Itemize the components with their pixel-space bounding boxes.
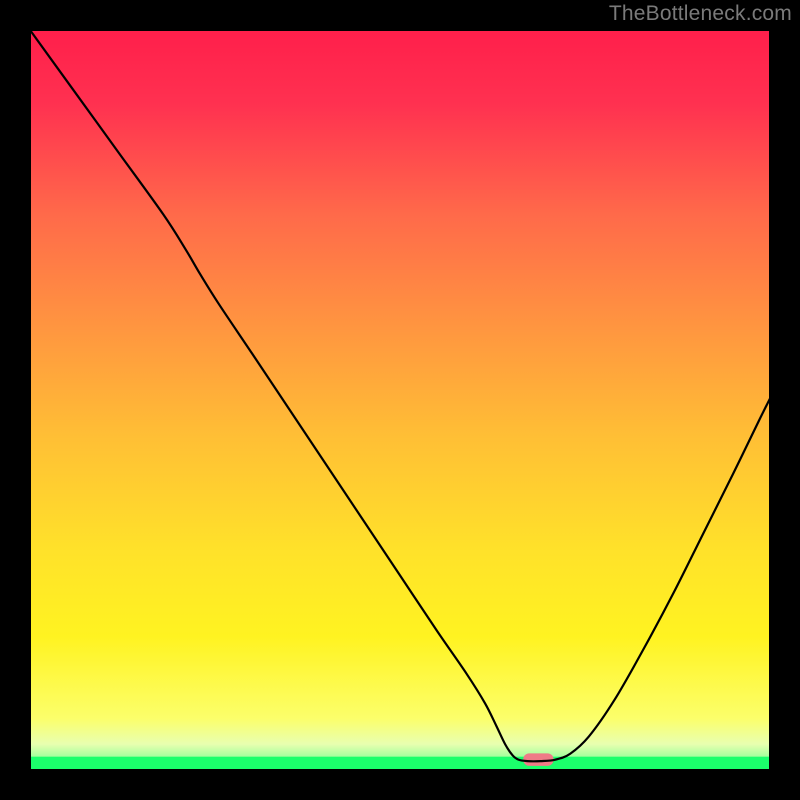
plot-svg: [0, 0, 800, 800]
green-baseline-strip: [30, 757, 770, 770]
source-watermark: TheBottleneck.com: [609, 2, 792, 26]
chart-stage: TheBottleneck.com: [0, 0, 800, 800]
plot-background-gradient: [30, 30, 770, 770]
